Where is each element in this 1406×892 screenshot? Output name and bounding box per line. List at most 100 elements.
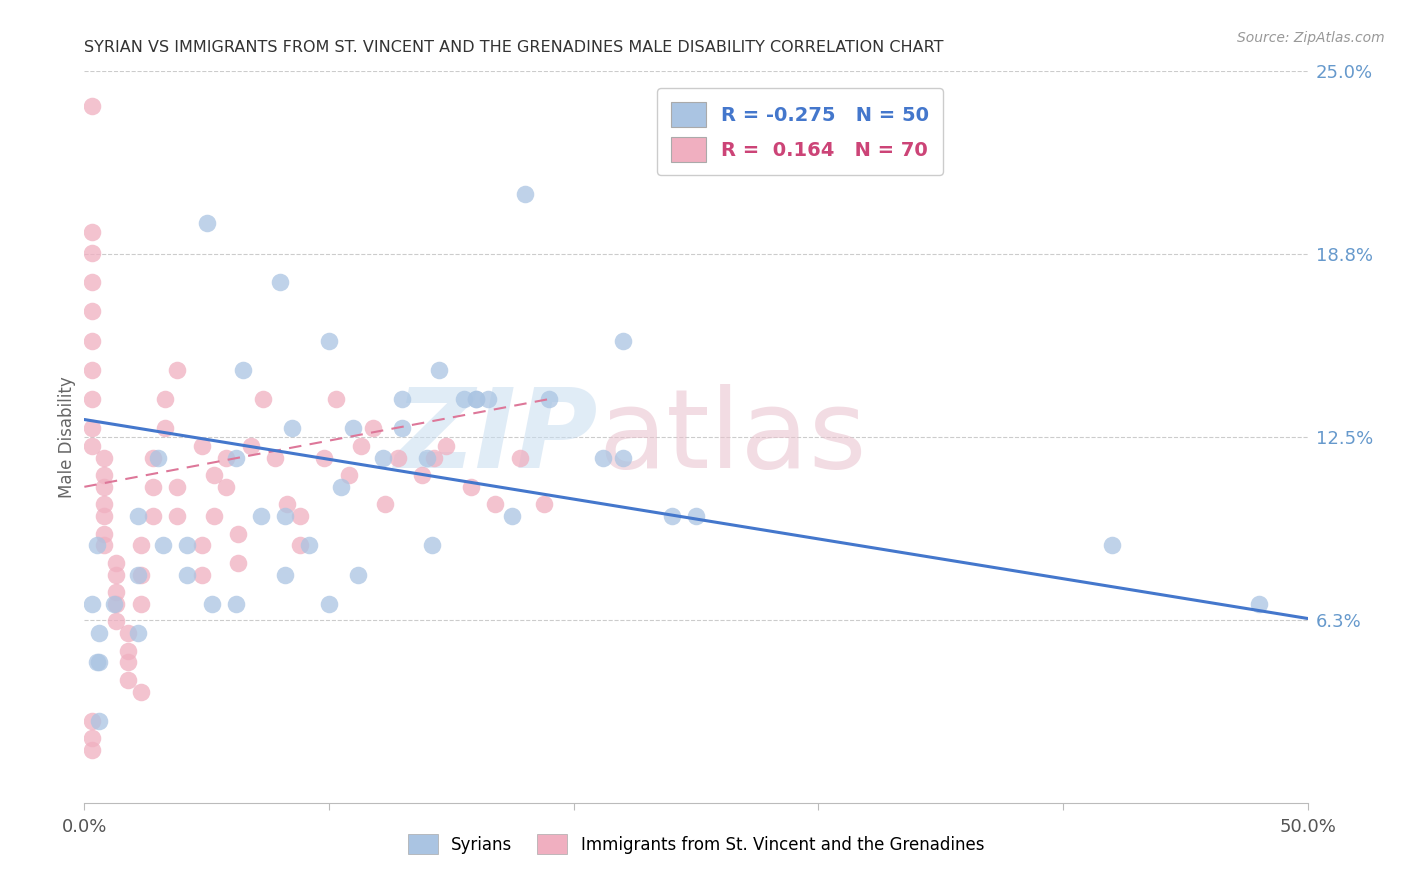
- Point: [142, 509, 165, 524]
- Point: [80, 597, 103, 611]
- Point: [195, 217, 218, 231]
- Point: [1247, 597, 1270, 611]
- Point: [274, 567, 297, 582]
- Point: [191, 439, 214, 453]
- Point: [80, 731, 103, 746]
- Point: [288, 538, 311, 552]
- Text: atlas: atlas: [598, 384, 866, 491]
- Point: [215, 450, 238, 465]
- Point: [129, 567, 152, 582]
- Point: [276, 497, 298, 511]
- Point: [142, 480, 165, 494]
- Text: ZIP: ZIP: [395, 384, 598, 491]
- Point: [117, 656, 139, 670]
- Point: [225, 597, 247, 611]
- Point: [342, 421, 364, 435]
- Point: [80, 363, 103, 377]
- Point: [117, 673, 139, 687]
- Point: [176, 538, 198, 552]
- Point: [264, 450, 287, 465]
- Point: [215, 480, 238, 494]
- Point: [661, 509, 683, 524]
- Text: Source: ZipAtlas.com: Source: ZipAtlas.com: [1237, 31, 1385, 45]
- Point: [411, 468, 433, 483]
- Point: [484, 497, 506, 511]
- Point: [86, 538, 108, 552]
- Point: [325, 392, 347, 406]
- Point: [166, 480, 188, 494]
- Point: [129, 597, 152, 611]
- Y-axis label: Male Disability: Male Disability: [58, 376, 76, 498]
- Point: [420, 538, 443, 552]
- Point: [105, 585, 128, 599]
- Point: [191, 567, 214, 582]
- Legend: Syrians, Immigrants from St. Vincent and the Grenadines: Syrians, Immigrants from St. Vincent and…: [401, 828, 991, 860]
- Point: [105, 567, 128, 582]
- Point: [80, 334, 103, 348]
- Point: [127, 567, 149, 582]
- Point: [200, 597, 222, 611]
- Point: [387, 450, 409, 465]
- Point: [146, 450, 169, 465]
- Point: [427, 363, 450, 377]
- Point: [86, 656, 108, 670]
- Point: [142, 450, 165, 465]
- Point: [464, 392, 486, 406]
- Point: [80, 225, 103, 239]
- Point: [127, 626, 149, 640]
- Point: [80, 245, 103, 260]
- Point: [318, 334, 340, 348]
- Point: [513, 187, 536, 202]
- Point: [117, 626, 139, 640]
- Point: [93, 538, 115, 552]
- Point: [127, 509, 149, 524]
- Point: [391, 392, 413, 406]
- Point: [152, 538, 174, 552]
- Point: [347, 567, 370, 582]
- Point: [464, 392, 486, 406]
- Point: [477, 392, 499, 406]
- Point: [105, 597, 128, 611]
- Point: [87, 626, 110, 640]
- Point: [288, 509, 311, 524]
- Point: [153, 392, 176, 406]
- Point: [93, 509, 115, 524]
- Point: [166, 509, 188, 524]
- Point: [612, 450, 634, 465]
- Point: [436, 439, 458, 453]
- Point: [318, 597, 340, 611]
- Point: [153, 421, 176, 435]
- Point: [87, 714, 110, 728]
- Point: [228, 526, 250, 541]
- Point: [330, 480, 353, 494]
- Point: [93, 480, 115, 494]
- Point: [176, 567, 198, 582]
- Point: [228, 556, 250, 570]
- Point: [416, 450, 439, 465]
- Point: [1101, 538, 1123, 552]
- Point: [391, 421, 413, 435]
- Point: [374, 497, 396, 511]
- Point: [453, 392, 475, 406]
- Point: [298, 538, 321, 552]
- Point: [502, 509, 524, 524]
- Point: [93, 468, 115, 483]
- Point: [166, 363, 188, 377]
- Point: [239, 439, 262, 453]
- Point: [103, 597, 125, 611]
- Point: [191, 538, 214, 552]
- Point: [202, 468, 225, 483]
- Point: [274, 509, 297, 524]
- Point: [80, 421, 103, 435]
- Point: [93, 450, 115, 465]
- Point: [371, 450, 394, 465]
- Point: [232, 363, 254, 377]
- Point: [129, 684, 152, 698]
- Point: [225, 450, 247, 465]
- Point: [80, 714, 103, 728]
- Point: [361, 421, 384, 435]
- Point: [350, 439, 373, 453]
- Point: [117, 643, 139, 657]
- Point: [249, 509, 271, 524]
- Point: [80, 439, 103, 453]
